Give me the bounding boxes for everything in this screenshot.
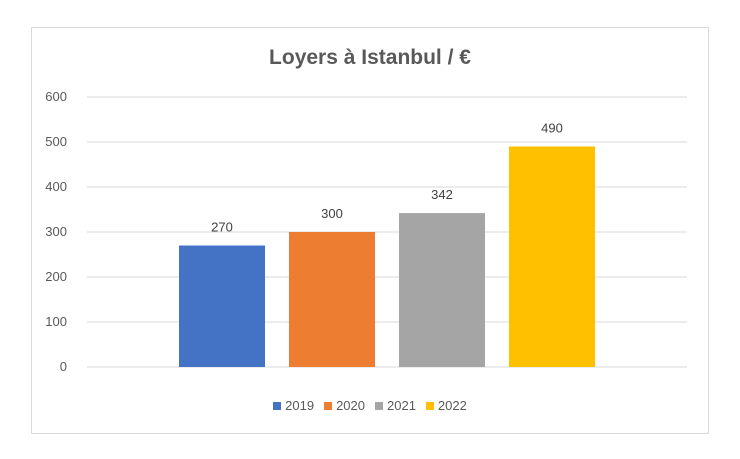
- legend-label-2019: 2019: [285, 398, 315, 413]
- y-tick-label-400: 400: [45, 179, 67, 194]
- chart-title: Loyers à Istanbul / €: [269, 46, 471, 69]
- legend-swatch-2020: [324, 401, 333, 410]
- chart-legend: 2019 2020 2021 2022: [0, 398, 740, 413]
- y-tick-label-0: 0: [60, 359, 67, 374]
- y-tick-label-300: 300: [45, 224, 67, 239]
- legend-label-2021: 2021: [387, 398, 416, 413]
- bar-2022: [509, 146, 595, 367]
- data-label-2021: 342: [431, 187, 453, 202]
- bar-2021: [399, 213, 485, 367]
- legend-entry-2021: 2021: [375, 398, 416, 413]
- legend-swatch-2021: [375, 401, 383, 410]
- y-tick-label-200: 200: [45, 269, 67, 284]
- legend-entry-2022: 2022: [425, 398, 467, 413]
- legend-label-2022: 2022: [437, 398, 467, 413]
- data-label-2019: 270: [211, 220, 233, 235]
- legend-entry-2020: 2020: [324, 398, 365, 413]
- legend-swatch-2019: [273, 401, 282, 410]
- data-label-2022: 490: [541, 121, 563, 136]
- bar-2020: [289, 232, 375, 367]
- y-tick-label-600: 600: [45, 89, 67, 104]
- legend-label-2020: 2020: [336, 398, 365, 413]
- y-tick-label-100: 100: [45, 314, 67, 329]
- bar-2019: [179, 245, 265, 367]
- y-tick-label-500: 500: [45, 134, 67, 149]
- legend-swatch-2022: [425, 401, 434, 410]
- data-label-2020: 300: [321, 206, 343, 221]
- legend-entry-2019: 2019: [273, 398, 314, 413]
